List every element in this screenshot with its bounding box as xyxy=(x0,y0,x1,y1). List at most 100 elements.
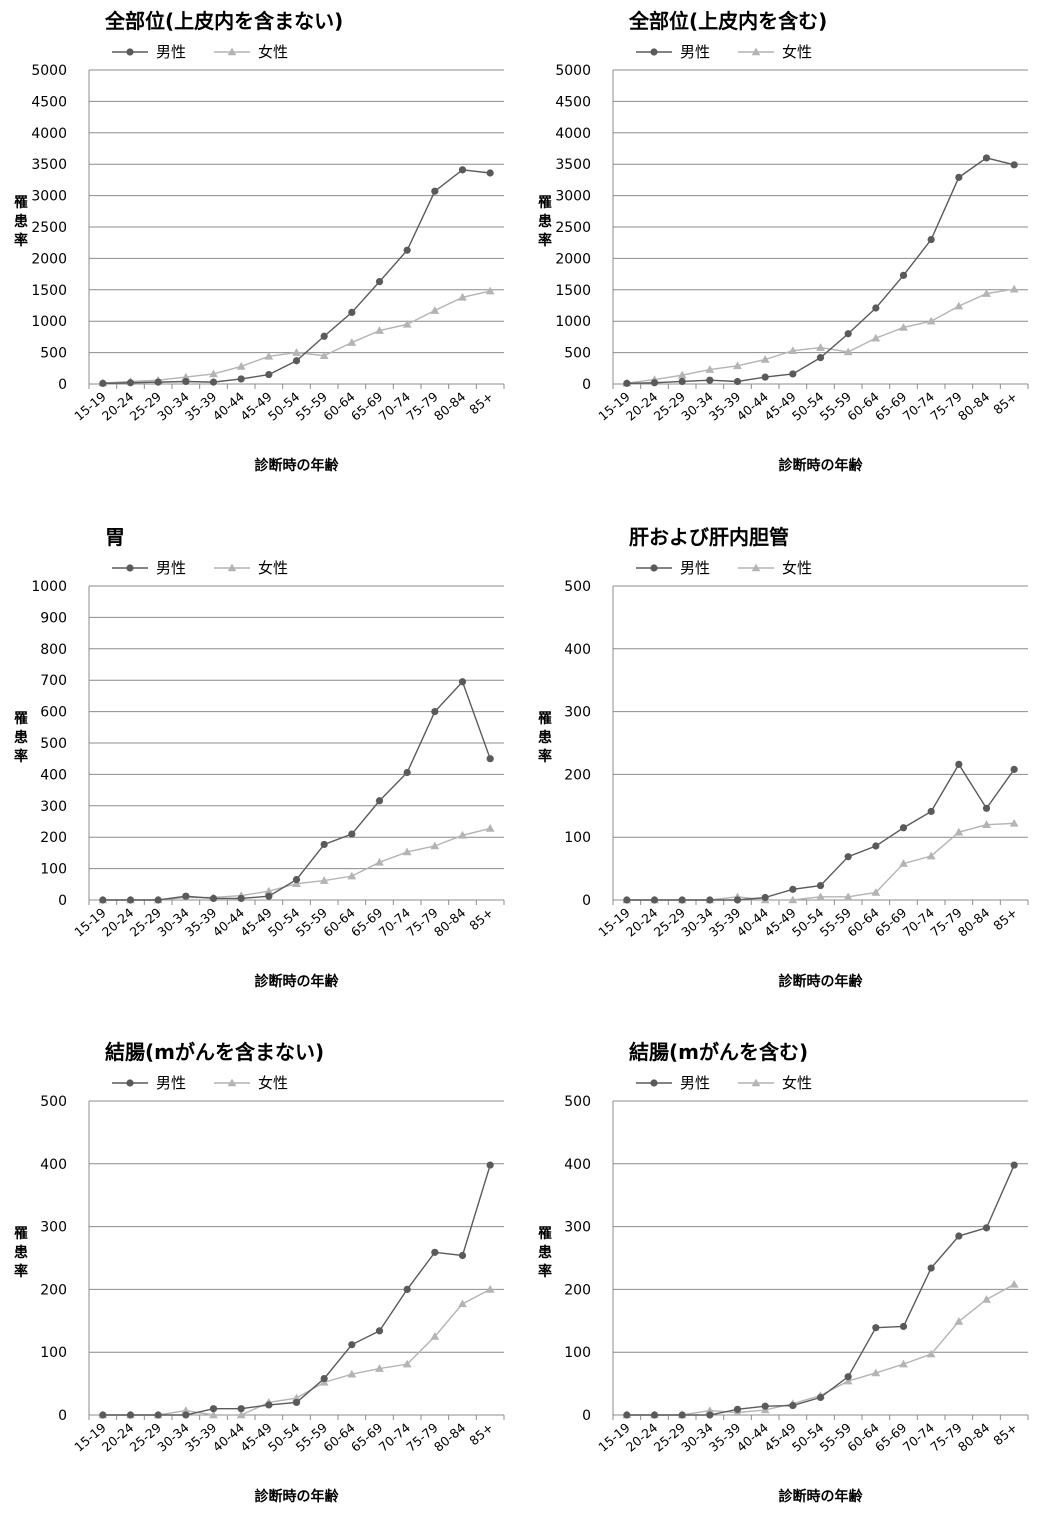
series-female-line xyxy=(626,288,1015,384)
x-tick-label: 80-84 xyxy=(431,1420,469,1455)
y-tick-label: 5000 xyxy=(31,63,67,79)
data-point-female xyxy=(733,361,742,370)
data-point-male xyxy=(375,1327,384,1335)
y-tick-label: 600 xyxy=(40,705,67,721)
x-axis-title: 診断時の年齢 xyxy=(779,973,864,990)
data-point-female xyxy=(209,1410,218,1419)
data-point-male xyxy=(1010,765,1018,773)
y-tick-label: 1500 xyxy=(31,283,67,299)
data-point-male xyxy=(761,893,769,902)
y-tick-label: 500 xyxy=(564,346,591,362)
chart-svg-2: 全部位(上皮内を含む) 男性 女性 0 500 1000 1500 2000 2500 3000 3… xyxy=(538,9,1029,474)
data-point-male xyxy=(292,1398,301,1407)
y-tick-label: 400 xyxy=(564,1157,591,1173)
data-point-male xyxy=(126,379,135,387)
data-point-female xyxy=(292,1393,301,1402)
data-point-male xyxy=(650,896,659,904)
data-point-female xyxy=(347,1369,357,1378)
data-point-female xyxy=(1009,284,1019,293)
y-axis-label: 罹患率 xyxy=(14,1226,28,1280)
chart-svg-1: 全部位(上皮内を含まない) 男性 女性 0 500 1000 1500 2000 2500 300… xyxy=(14,9,505,474)
data-point-female xyxy=(871,1368,881,1377)
y-tick-label: 4000 xyxy=(31,126,67,142)
y-tick-label: 700 xyxy=(40,673,67,689)
series-male xyxy=(99,678,494,904)
y-tick-label: 5000 xyxy=(555,63,591,79)
x-tick-label: 85+ xyxy=(466,389,496,417)
data-point-female xyxy=(402,1359,412,1368)
data-point-female xyxy=(485,1285,495,1293)
y-axis-label: 罹患率 xyxy=(538,711,552,765)
x-ticks: 15-1920-2425-2930-3435-3940-4445-4950-54… xyxy=(595,384,1029,424)
data-point-female xyxy=(347,338,357,346)
series-male xyxy=(99,1161,494,1419)
data-point-male xyxy=(789,370,797,378)
data-point-male xyxy=(403,246,411,254)
data-point-female xyxy=(181,1406,191,1414)
data-point-female xyxy=(816,892,825,901)
data-point-male xyxy=(154,896,162,904)
data-point-male xyxy=(126,896,135,904)
data-point-female xyxy=(954,1317,964,1325)
legend-male-label: 男性 xyxy=(156,43,186,61)
gridlines: 0 100 200 300 400 500 xyxy=(40,1094,504,1424)
legend-male-marker xyxy=(650,564,658,572)
data-point-male xyxy=(706,1411,714,1419)
data-point-male xyxy=(237,894,245,903)
data-point-male xyxy=(844,853,852,861)
y-axis-label-char: 罹 xyxy=(14,1226,28,1242)
data-point-male xyxy=(816,1393,825,1402)
data-point-male xyxy=(320,332,328,340)
data-point-male xyxy=(982,804,991,812)
y-axis-label-char: 率 xyxy=(14,748,28,765)
series-male-line xyxy=(102,680,491,901)
data-point-male xyxy=(678,1411,686,1419)
data-point-female xyxy=(430,841,440,850)
y-tick-label: 800 xyxy=(40,642,67,658)
data-point-male xyxy=(486,1161,494,1169)
data-point-female xyxy=(209,369,218,378)
y-tick-label: 1000 xyxy=(31,579,67,595)
data-point-female xyxy=(843,1376,853,1385)
y-axis-label-char: 率 xyxy=(14,232,28,249)
data-point-female xyxy=(788,346,798,355)
y-axis-label-char: 率 xyxy=(538,748,552,765)
legend-female-label: 女性 xyxy=(258,1074,288,1092)
legend-female-marker xyxy=(751,563,761,572)
series-male xyxy=(623,1161,1018,1419)
data-point-male xyxy=(955,173,963,181)
y-axis-label-char: 罹 xyxy=(538,195,552,211)
data-point-female xyxy=(982,289,991,297)
x-tick-label: 85+ xyxy=(990,389,1020,417)
y-tick-label: 500 xyxy=(40,736,67,752)
data-point-female xyxy=(292,348,301,356)
y-tick-label: 100 xyxy=(40,1345,67,1361)
data-point-female xyxy=(954,301,964,310)
y-tick-label: 300 xyxy=(564,1220,591,1236)
data-point-female xyxy=(843,347,853,356)
data-point-male xyxy=(403,768,411,777)
data-point-male xyxy=(237,1405,245,1413)
x-tick-label: 85+ xyxy=(466,1420,496,1448)
x-tick-label: 85+ xyxy=(466,905,496,933)
data-point-male xyxy=(650,1411,659,1419)
data-point-male xyxy=(789,885,797,893)
data-point-male xyxy=(955,760,963,768)
x-ticks: 15-1920-2425-2930-3435-3940-4445-4950-54… xyxy=(595,1415,1029,1455)
y-tick-label: 2500 xyxy=(555,220,591,236)
data-point-male xyxy=(982,154,991,162)
series-female-line xyxy=(102,827,491,901)
data-point-male xyxy=(761,373,769,381)
y-tick-label: 0 xyxy=(582,893,591,909)
chart-svg-6: 結腸(mがんを含む) 男性 女性 0 100 200 300 400 500 15-1920-24… xyxy=(538,1040,1029,1505)
data-point-female xyxy=(871,333,881,342)
series-female xyxy=(98,286,495,387)
data-point-female xyxy=(402,847,412,856)
data-point-female xyxy=(1009,1279,1019,1288)
x-tick-label: 80-84 xyxy=(431,389,469,424)
data-point-female xyxy=(982,1295,991,1303)
legend-male-marker xyxy=(126,1079,134,1087)
data-point-male xyxy=(99,896,107,904)
data-point-female xyxy=(458,830,467,839)
y-tick-label: 3000 xyxy=(555,189,591,205)
